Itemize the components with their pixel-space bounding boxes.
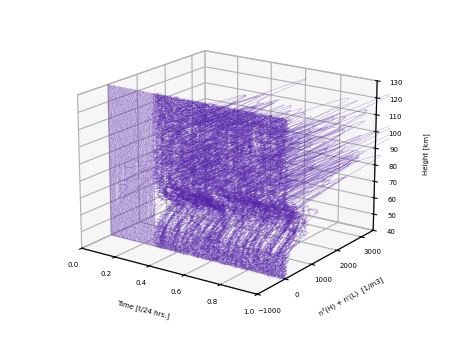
Y-axis label: n²(H) + n'(L)  [1/m3]: n²(H) + n'(L) [1/m3]: [317, 275, 384, 317]
X-axis label: Time [t/24 hrs.]: Time [t/24 hrs.]: [116, 300, 170, 320]
